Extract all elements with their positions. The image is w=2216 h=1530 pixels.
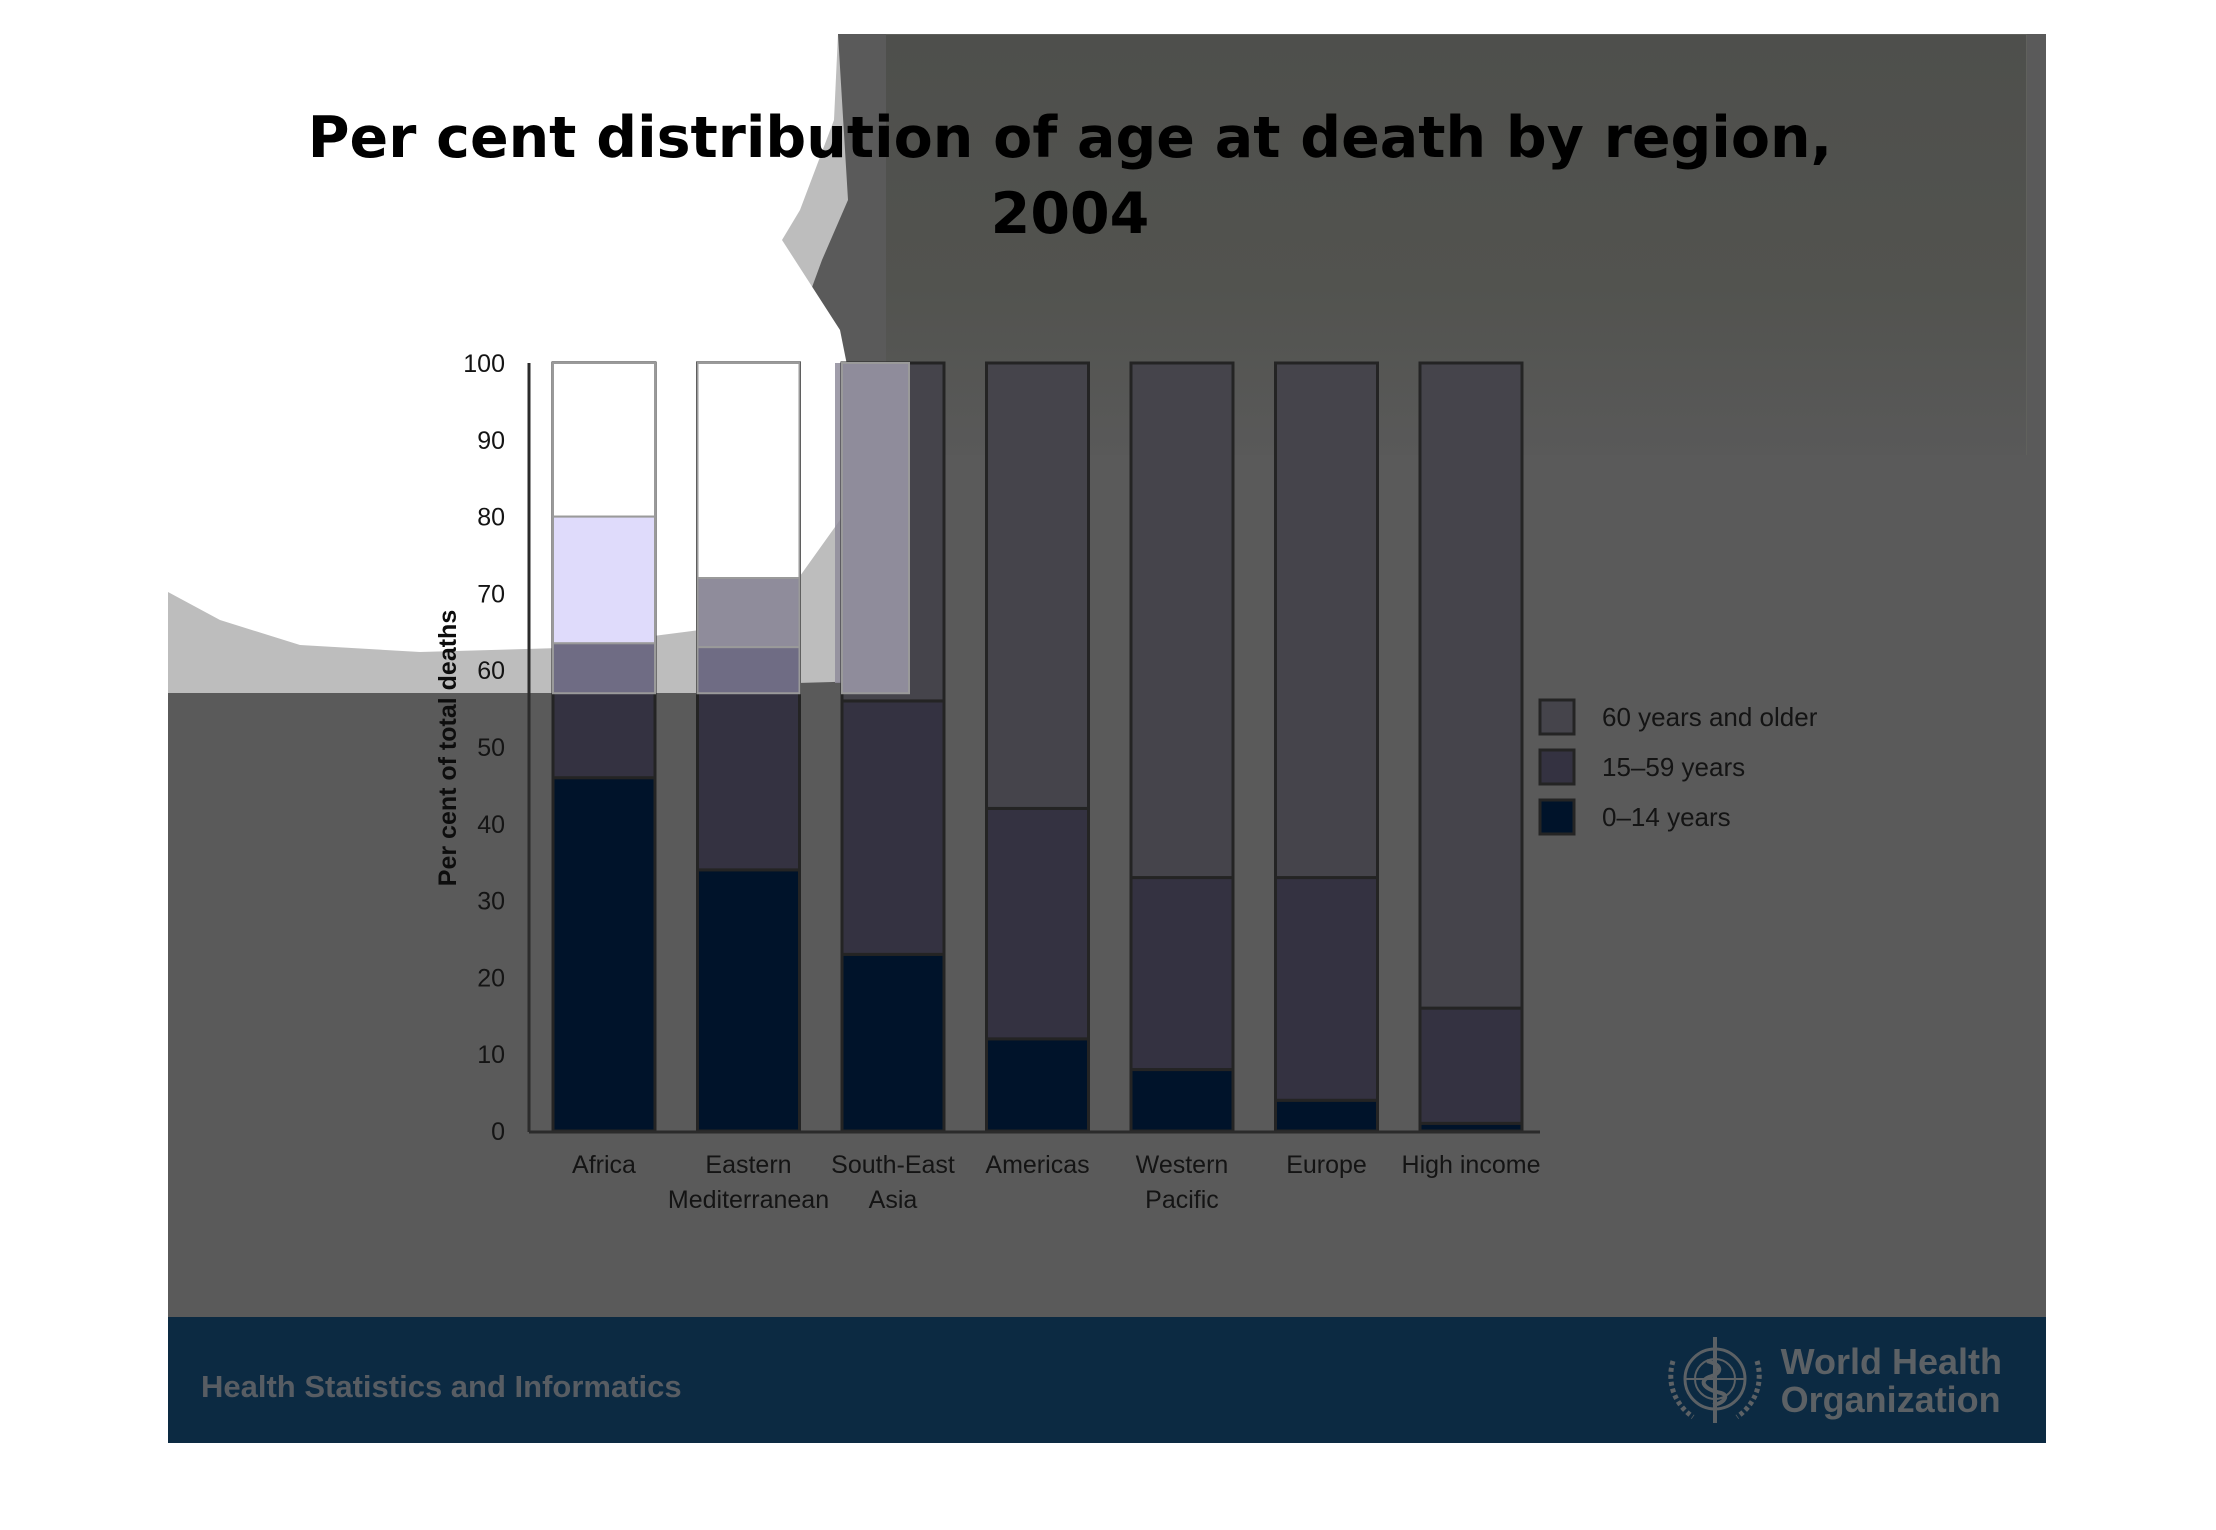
y-tick-label: 0 <box>491 1118 505 1146</box>
x-category-label: Mediterranean <box>668 1186 829 1214</box>
bar-segment-60-years-and-older-americas <box>985 361 1090 810</box>
africa-upper-lavender <box>552 515 656 645</box>
bar-segment-0-14-years-western-pacific <box>1129 1068 1235 1133</box>
x-category-label: Europe <box>1286 1151 1367 1179</box>
y-tick-label: 50 <box>477 734 505 762</box>
y-tick-label: 10 <box>477 1041 505 1069</box>
bar-segment-0-14-years-africa <box>551 776 657 1133</box>
eastmed-upper-white <box>696 362 801 580</box>
who-emblem-icon <box>1667 1337 1762 1423</box>
x-category-label: Eastern <box>705 1151 791 1179</box>
legend-swatch <box>1538 748 1576 786</box>
bar-segment-15-59-years-south-east-asia <box>840 699 946 956</box>
bar-segment-15-59-years-high-income <box>1418 1006 1524 1125</box>
y-tick-label: 100 <box>463 350 505 378</box>
legend-swatch <box>1538 698 1576 736</box>
chart-title: Per cent distribution of age at death by… <box>300 100 1840 252</box>
x-category-label: Asia <box>869 1186 918 1214</box>
y-tick-label: 20 <box>477 964 505 992</box>
overlay-white-cutout <box>168 34 858 652</box>
seasia-upper-tint <box>841 362 910 695</box>
who-name: World Health Organization <box>1781 1343 2002 1419</box>
y-tick-label: 60 <box>477 657 505 685</box>
y-tick-label: 70 <box>477 580 505 608</box>
bar-segment-60-years-and-older-europe <box>1274 361 1379 880</box>
who-name-line-2: Organization <box>1780 1379 2001 1420</box>
x-category-label: Pacific <box>1145 1186 1219 1214</box>
bar-segment-15-59-years-americas <box>985 806 1090 1041</box>
x-category-label: Western <box>1136 1151 1229 1179</box>
chart-title-line-1: Per cent distribution of age at death by… <box>307 105 1833 171</box>
chart-title-line-2: 2004 <box>990 181 1150 247</box>
bar-segment-60-years-and-older-high-income <box>1418 361 1524 1010</box>
footer-bar: Health Statistics and Informatics World … <box>168 1317 2046 1443</box>
bar-segment-0-14-years-europe <box>1274 1098 1379 1133</box>
bar-segment-60-years-and-older-western-pacific <box>1129 361 1235 880</box>
footer-text: Health Statistics and Informatics <box>201 1369 682 1404</box>
legend-label: 15–59 years <box>1602 752 1745 782</box>
eastmed-upper-tint <box>696 577 801 649</box>
x-category-label: South-East <box>831 1151 955 1179</box>
y-tick-label: 40 <box>477 811 505 839</box>
bars-layer <box>551 361 1524 1133</box>
y-ticks: 0 10 20 30 40 50 60 70 80 90 100 <box>463 350 505 1146</box>
y-tick-label: 80 <box>477 504 505 532</box>
y-tick-label: 30 <box>477 888 505 916</box>
who-logo: World Health Organization <box>1659 1331 2002 1431</box>
bar-segment-15-59-years-europe <box>1274 876 1379 1102</box>
bar-segment-15-59-years-western-pacific <box>1129 876 1235 1072</box>
legend-label: 0–14 years <box>1602 802 1731 832</box>
bars-overlay-artifact <box>552 362 910 695</box>
who-name-line-1: World Health <box>1780 1341 2002 1382</box>
y-axis-label: Per cent of total deaths <box>434 610 462 886</box>
bar-segment-0-14-years-americas <box>985 1037 1090 1133</box>
eastmed-mid-tint <box>696 646 801 695</box>
bar-segment-0-14-years-eastern-mediterranean <box>696 868 801 1133</box>
y-tick-label: 90 <box>477 427 505 455</box>
bar-segment-0-14-years-south-east-asia <box>840 952 946 1133</box>
x-category-label: Africa <box>572 1151 636 1179</box>
x-category-label: High income <box>1402 1151 1541 1179</box>
legend: 60 years and older 15–59 years 0–14 years <box>1538 698 1818 836</box>
legend-label: 60 years and older <box>1602 702 1818 732</box>
x-category-label: Americas <box>985 1151 1089 1179</box>
legend-swatch <box>1538 798 1576 836</box>
africa-mid-tint <box>552 642 656 695</box>
africa-upper-white <box>552 362 656 518</box>
